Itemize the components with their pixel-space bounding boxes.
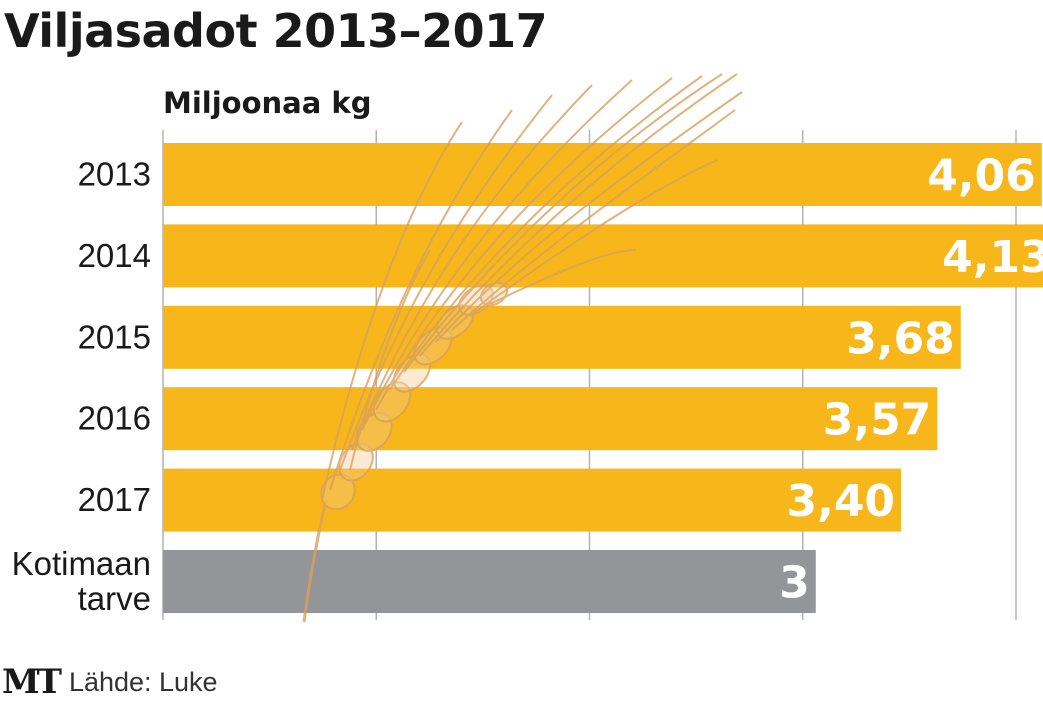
wheat-kernel-1 (338, 442, 374, 482)
bar-2 (163, 305, 961, 369)
category-label-5-line-0: Kotimaan (12, 545, 151, 582)
wheat-awn-9 (435, 91, 743, 343)
source-label: Lähde: Luke (68, 666, 218, 697)
category-label-1: 2014 (78, 237, 151, 274)
mt-logo: MT (2, 662, 62, 702)
wheat-awn-7 (403, 73, 723, 373)
wheat-stem (302, 499, 328, 623)
category-label-3: 2016 (78, 400, 151, 437)
bars (163, 143, 1043, 613)
wheat-awn-3 (351, 84, 593, 451)
wheat-awn-10 (451, 109, 736, 331)
wheat-awn-2 (339, 94, 553, 471)
bar-3 (163, 387, 938, 451)
wheat-awn-6 (389, 75, 703, 391)
wheat-awn-12 (485, 249, 637, 307)
unit-label: Miljoonaa kg (163, 86, 372, 120)
value-label-5: 3 (779, 558, 810, 609)
wheat-ear-illustration (302, 73, 743, 623)
wheat-kernel-5 (413, 326, 453, 366)
wheat-awn-13 (349, 249, 431, 471)
footer: MT Lähde: Luke (2, 662, 218, 702)
labels: 4,06 2013 4,13 2014 3,68 2015 3,57 2016 3,40 2017… (12, 151, 1043, 618)
wheat-awn-0 (321, 121, 463, 501)
chart-title: Viljasadot 2013–2017 (4, 4, 548, 58)
category-label-2: 2015 (78, 318, 151, 355)
value-label-4: 3,40 (786, 476, 895, 527)
value-label-3: 3,57 (823, 395, 932, 446)
wheat-awn-8 (419, 73, 738, 357)
bar-4 (163, 468, 902, 532)
category-label-0: 2013 (78, 156, 151, 193)
wheat-awn-1 (329, 109, 513, 491)
category-label-5-line-1: tarve (78, 580, 151, 617)
gridlines (162, 130, 1017, 620)
category-label-4: 2017 (78, 481, 151, 518)
value-label-1: 4,13 (942, 232, 1043, 283)
value-label-2: 3,68 (846, 313, 955, 364)
value-label-0: 4,06 (927, 151, 1036, 202)
bar-5 (163, 550, 816, 613)
wheat-awn-11 (469, 159, 718, 317)
wheat-awn-4 (361, 79, 633, 431)
wheat-awn-5 (375, 77, 673, 411)
